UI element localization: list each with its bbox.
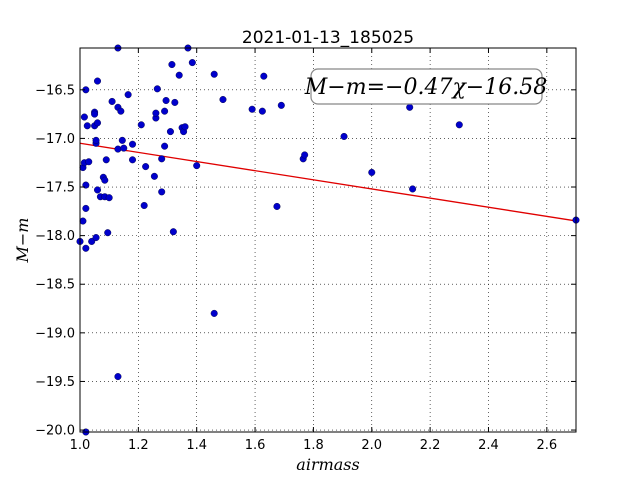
- fit-line: [79, 142, 577, 222]
- chart-title: 2021-01-13_185025: [242, 28, 414, 48]
- y-tick-label: −19.0: [35, 326, 75, 341]
- data-point: [301, 151, 309, 159]
- data-point: [273, 202, 281, 210]
- fit-equation-text: M−m=−0.47χ−16.58: [304, 75, 547, 100]
- data-point: [152, 109, 160, 117]
- data-point: [210, 309, 218, 317]
- grid-lines: [79, 48, 576, 432]
- data-point: [120, 144, 128, 152]
- x-tick-label: 1.6: [245, 438, 266, 453]
- data-point: [105, 194, 113, 202]
- data-point: [140, 201, 148, 209]
- data-point: [162, 96, 170, 104]
- data-point: [94, 186, 102, 194]
- data-point: [277, 101, 285, 109]
- data-point: [94, 77, 102, 85]
- data-point: [171, 98, 179, 106]
- data-point: [94, 119, 102, 127]
- y-tick-label: −18.5: [35, 278, 75, 293]
- data-point: [92, 234, 100, 242]
- data-point: [169, 228, 177, 236]
- data-point: [219, 96, 227, 104]
- fit-equation-frame: [310, 68, 543, 105]
- data-point: [101, 176, 109, 184]
- data-point: [455, 121, 463, 129]
- y-tick-label: −16.5: [35, 83, 75, 98]
- x-tick-label: 2.0: [361, 438, 382, 453]
- x-tick-label: 1.4: [186, 438, 207, 453]
- fit-equation-box: M−m=−0.47χ−16.58: [304, 68, 547, 105]
- data-point: [368, 168, 376, 176]
- data-point: [161, 142, 169, 150]
- data-point: [158, 188, 166, 196]
- y-tick-label: −17.0: [35, 132, 75, 147]
- x-tick-label: 2.2: [420, 438, 441, 453]
- data-point: [153, 85, 161, 93]
- data-point: [114, 373, 122, 381]
- data-point: [92, 136, 100, 144]
- data-point: [188, 59, 196, 67]
- data-point: [82, 204, 90, 212]
- data-point: [117, 107, 125, 115]
- data-point: [83, 122, 91, 130]
- fit-line-group: [79, 142, 577, 222]
- data-point: [258, 107, 266, 115]
- data-point: [340, 132, 348, 140]
- x-tick-label: 1.0: [70, 438, 91, 453]
- x-tick-label: 2.6: [536, 438, 557, 453]
- data-point: [88, 237, 96, 245]
- data-point: [82, 244, 90, 252]
- data-point: [406, 103, 414, 111]
- data-point: [210, 70, 218, 78]
- data-point: [260, 72, 268, 80]
- data-point: [91, 110, 99, 118]
- axis-ticks: 1.0 1.2 1.4 1.6 1.8 2.0 2.2 2.4 2.6 −16.5 −17.0 −17…: [35, 48, 576, 453]
- data-point: [114, 145, 122, 153]
- data-point: [102, 156, 110, 164]
- y-axis-label: M−m: [13, 218, 32, 264]
- data-point: [129, 140, 137, 148]
- data-point: [79, 217, 87, 225]
- data-point: [137, 121, 145, 129]
- data-point: [166, 128, 174, 136]
- data-point: [409, 185, 417, 193]
- data-point: [80, 113, 88, 121]
- x-tick-label: 1.2: [128, 438, 149, 453]
- data-point: [118, 136, 126, 144]
- data-point: [193, 162, 201, 170]
- y-tick-label: −19.5: [35, 375, 75, 390]
- data-point: [129, 156, 137, 164]
- data-point: [108, 97, 116, 105]
- data-point: [142, 163, 150, 171]
- data-point: [248, 105, 256, 113]
- y-tick-label: −18.0: [35, 229, 75, 244]
- data-point: [175, 71, 183, 79]
- data-point: [181, 123, 189, 131]
- data-point: [104, 229, 112, 237]
- x-tick-label: 2.4: [478, 438, 499, 453]
- data-point: [124, 91, 132, 99]
- plot-frame: [79, 47, 577, 433]
- x-tick-label: 1.8: [303, 438, 324, 453]
- y-tick-label: −17.5: [35, 181, 75, 196]
- data-point: [161, 107, 169, 115]
- x-axis-label: airmass: [296, 455, 359, 474]
- data-point: [158, 155, 166, 163]
- y-tick-label: −20.0: [35, 424, 75, 439]
- data-point: [150, 172, 158, 180]
- data-point: [168, 61, 176, 69]
- data-point: [85, 158, 93, 166]
